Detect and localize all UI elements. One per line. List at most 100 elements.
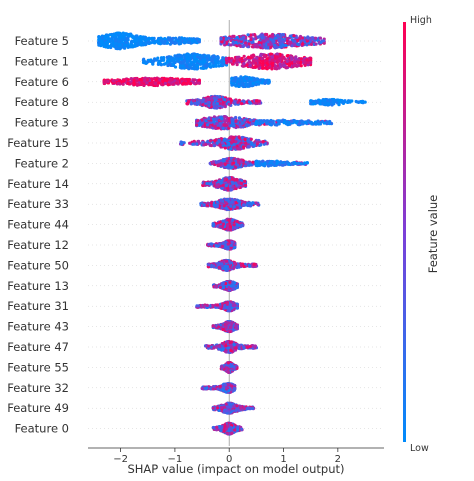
shap-point [299,57,303,61]
shap-point [132,81,136,85]
shap-point [180,36,184,40]
shap-point [182,40,187,44]
shap-point [211,54,215,58]
shap-point [303,63,307,67]
shap-point [211,117,215,121]
shap-point [246,123,251,127]
shap-point [251,60,255,64]
shap-point [167,62,171,66]
shap-point [242,203,246,207]
shap-point [221,63,225,67]
shap-point [181,82,185,86]
shap-point [208,64,212,69]
shap-point [222,204,226,208]
shap-point [202,66,206,70]
shap-point [214,63,218,67]
shap-point [106,34,110,39]
shap-point [318,99,322,103]
shap-point [97,43,101,47]
shap-point [219,37,223,41]
shap-point [192,56,197,60]
shap-point [116,81,120,85]
shap-point [157,81,161,85]
shap-point [232,124,236,128]
shap-point [179,142,184,146]
shap-point [296,60,300,64]
shap-point [309,38,313,43]
shap-point [197,81,201,85]
shap-point [319,40,323,44]
shap-point [145,81,149,85]
shap-point [314,122,318,126]
shap-point [245,63,249,67]
shap-point [276,33,280,38]
shap-point [239,181,244,186]
shap-point [338,100,342,104]
shap-point [297,162,301,166]
shap-point [263,81,267,85]
shap-point [154,40,158,44]
shap-point [142,59,147,63]
shap-point [255,142,259,146]
shap-point [197,37,201,42]
shap-point [193,101,197,105]
shap-point [311,102,315,106]
shap-point [283,57,287,61]
shap-point [195,66,199,70]
shap-point [150,60,155,64]
shap-point [185,102,189,106]
shap-point [208,182,212,186]
shap-point [271,39,275,43]
shap-point [251,53,256,57]
shap-point [217,139,221,143]
shap-point [267,79,271,84]
shap-point [174,54,179,58]
shap-point [258,54,262,58]
shap-point [239,102,244,106]
feature-row-points [199,197,261,212]
shap-point [322,41,326,45]
shap-point [223,114,227,119]
shap-point [255,77,260,81]
shap-point [237,84,241,89]
shap-point [206,201,210,205]
shap-point [240,56,244,61]
shap-point [218,124,222,128]
shap-point [215,101,219,106]
shap-point [263,161,267,165]
shap-point [161,79,165,84]
shap-point [211,180,216,184]
shap-point [293,43,297,47]
shap-point [140,80,144,84]
shap-point [232,59,236,63]
shap-point [171,62,175,67]
shap-point [254,99,259,103]
shap-point [117,46,121,51]
shap-point [275,57,279,62]
shap-point [196,119,200,123]
shap-point [284,43,288,48]
shap-point [250,40,254,45]
shap-point [229,124,233,128]
shap-point [250,122,254,126]
shap-point [243,58,247,62]
shap-point [299,39,303,43]
shap-point [204,64,208,68]
shap-point [201,99,205,103]
shap-point [252,143,256,147]
shap-point [271,64,275,68]
shap-point [151,62,155,66]
shap-point [147,58,152,63]
shap-point [232,142,236,147]
shap-point [117,31,121,35]
shap-point [251,160,255,164]
shap-point [279,45,284,49]
shap-point [249,56,253,60]
shap-point [182,66,186,70]
shap-point [165,41,169,45]
shap-point [278,163,282,167]
shap-point [131,35,136,39]
feature-row-points [211,217,245,232]
shap-point [249,38,253,42]
shap-point [219,60,224,64]
